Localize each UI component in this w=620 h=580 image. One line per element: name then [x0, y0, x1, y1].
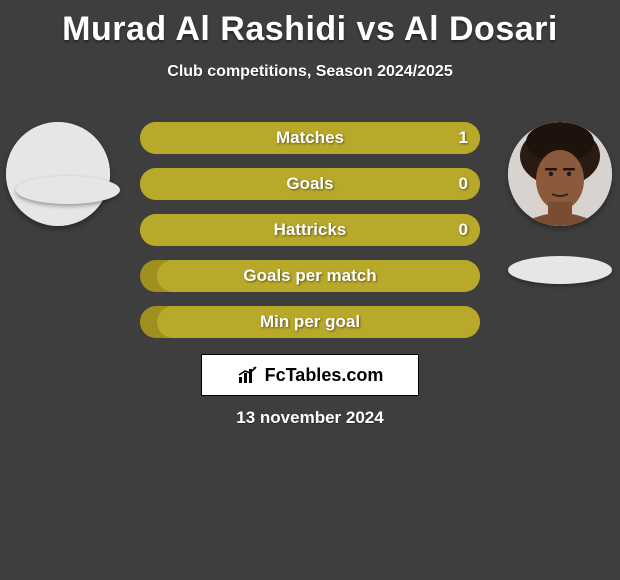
stat-row: Matches1 — [140, 122, 480, 154]
person-icon — [6, 122, 110, 226]
date-text: 13 november 2024 — [0, 408, 620, 428]
brand-box[interactable]: FcTables.com — [201, 354, 419, 396]
bar-fill-right — [140, 214, 480, 246]
stat-row: Hattricks0 — [140, 214, 480, 246]
chart-icon — [237, 365, 259, 385]
stat-row: Goals0 — [140, 168, 480, 200]
subtitle: Club competitions, Season 2024/2025 — [0, 63, 620, 81]
avatar-left — [6, 122, 110, 226]
bar-fill-right — [140, 168, 480, 200]
bar-fill-right — [157, 306, 480, 338]
avatar-right — [508, 122, 612, 226]
flag-left — [16, 176, 120, 204]
flag-right — [508, 256, 612, 284]
bar-fill-right — [140, 122, 480, 154]
bar-fill-right — [157, 260, 480, 292]
stat-row: Min per goal — [140, 306, 480, 338]
brand-text: FcTables.com — [265, 365, 384, 386]
stat-row: Goals per match — [140, 260, 480, 292]
page-title: Murad Al Rashidi vs Al Dosari — [0, 0, 620, 49]
person-icon — [508, 122, 612, 226]
stat-bars: Matches1 Goals0 Hattricks0 Goals per match M… — [140, 122, 480, 352]
